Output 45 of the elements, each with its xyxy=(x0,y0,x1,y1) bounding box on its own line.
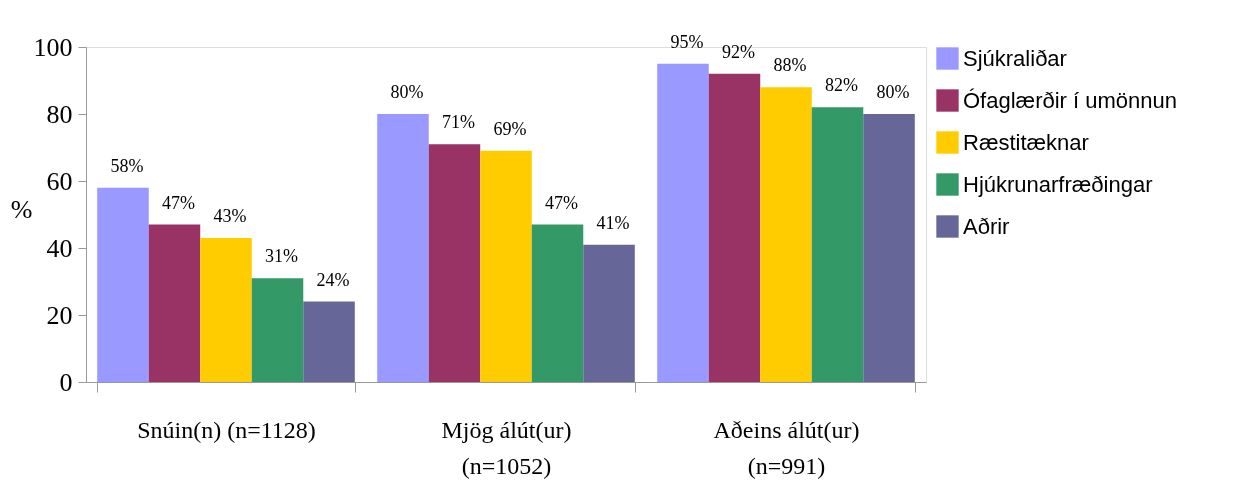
data-label: 95% xyxy=(670,31,704,52)
bar xyxy=(531,224,584,382)
legend-label: Ræstitæknar xyxy=(963,129,1089,155)
legend-label: Sjúkraliðar xyxy=(963,45,1067,71)
bar xyxy=(811,107,864,382)
data-label: 31% xyxy=(265,246,299,267)
data-label: 24% xyxy=(316,269,350,290)
bar xyxy=(428,144,481,382)
bar xyxy=(377,114,429,382)
y-tick-label: 20 xyxy=(46,300,73,330)
data-label: 92% xyxy=(721,41,755,62)
bar xyxy=(583,244,635,382)
y-tick-label: 100 xyxy=(33,32,73,62)
legend-label: Ófaglærðir í umönnun xyxy=(963,87,1177,113)
data-label: 43% xyxy=(213,205,247,226)
bar xyxy=(480,150,532,382)
x-tick-label: Snúin(n) (n=1128) xyxy=(137,416,316,443)
bar xyxy=(303,301,355,382)
data-label: 47% xyxy=(161,192,195,213)
data-label: 80% xyxy=(876,82,910,102)
data-label: 69% xyxy=(493,118,527,139)
data-label: 71% xyxy=(441,112,475,133)
y-tick-label: 40 xyxy=(46,233,73,263)
bar xyxy=(863,114,915,382)
bar xyxy=(200,237,252,382)
bar xyxy=(97,187,149,382)
data-label: 58% xyxy=(110,155,144,176)
y-tick-label: 0 xyxy=(59,367,73,397)
bar xyxy=(760,87,812,382)
bar xyxy=(251,278,304,382)
x-tick-label: Mjög álút(ur) (n=1052) xyxy=(441,416,572,479)
bar xyxy=(148,224,201,382)
legend-label: Hjúkrunarfræðingar xyxy=(963,171,1153,197)
y-tick-label: 80 xyxy=(46,99,73,129)
bar xyxy=(657,63,709,382)
data-label: 41% xyxy=(596,212,630,233)
y-tick-label: 60 xyxy=(46,166,73,196)
data-label: 47% xyxy=(545,192,579,213)
legend-label: Aðrir xyxy=(963,213,1010,239)
data-label: 82% xyxy=(825,75,859,96)
data-label: 80% xyxy=(390,82,424,102)
data-label: 88% xyxy=(773,55,807,76)
y-axis-title: % xyxy=(10,194,33,224)
x-tick-label: Aðeins álút(ur) (n=991) xyxy=(713,416,860,479)
bar xyxy=(708,73,761,382)
